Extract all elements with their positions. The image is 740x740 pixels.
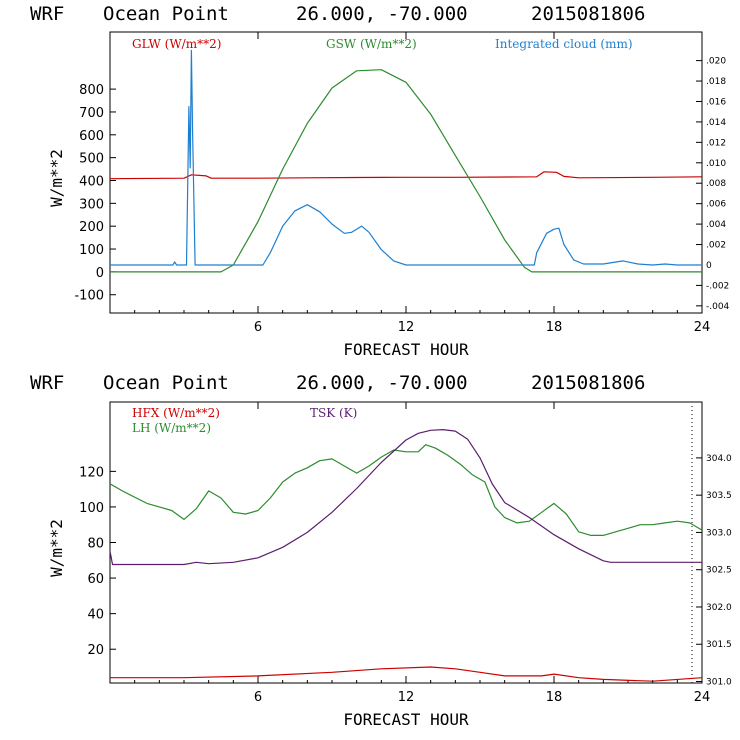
- top-y2tick-label-7: .010: [706, 159, 726, 169]
- top-y2tick-label-2: 0: [706, 261, 712, 271]
- bottom-ytick-label-2: 60: [87, 572, 104, 587]
- bottom-xtick-label-3: 24: [694, 690, 711, 705]
- top-ytick-label-1: 0: [96, 266, 104, 281]
- bottom-y2tick-label-3: 302.5: [706, 566, 732, 576]
- top-ytick-label-8: 700: [79, 106, 104, 121]
- top-ytick-label-4: 300: [79, 197, 104, 212]
- top-ytick-label-0: -100: [74, 289, 104, 304]
- panel-bottom-title-location: Ocean Point: [103, 372, 229, 394]
- top-y2tick-label-8: .012: [706, 138, 726, 148]
- bottom-y2tick-label-4: 303.0: [706, 528, 732, 538]
- bottom-y2tick-label-5: 303.5: [706, 491, 732, 501]
- top-y2tick-label-10: .016: [706, 97, 726, 107]
- top-y2tick-label-1: -.002: [706, 281, 729, 291]
- bottom-xtick-label-1: 12: [398, 690, 415, 705]
- legend-lh: LH (W/m**2): [132, 421, 211, 435]
- legend-integrated-cloud: Integrated cloud (mm): [495, 37, 633, 51]
- bottom-xtick-label-0: 6: [254, 690, 262, 705]
- legend-hfx: HFX (W/m**2): [132, 406, 220, 420]
- panel-bottom-xlabel: FORECAST HOUR: [343, 710, 469, 729]
- top-y2tick-label-3: .002: [706, 241, 726, 251]
- top-y2tick-label-6: .008: [706, 179, 726, 189]
- panel-top-series: [109, 49, 703, 273]
- panel-bottom: WRF Ocean Point 26.000, -70.000 20150818…: [30, 372, 732, 729]
- top-series-glw-w-m-2: [109, 171, 703, 180]
- top-ytick-label-9: 800: [79, 83, 104, 98]
- top-xtick-label-3: 24: [694, 320, 711, 335]
- panel-bottom-title-datetime: 2015081806: [531, 372, 645, 394]
- top-ytick-label-3: 200: [79, 220, 104, 235]
- panel-top-xlabel: FORECAST HOUR: [343, 340, 469, 359]
- bottom-ytick-label-5: 120: [79, 465, 104, 480]
- panel-bottom-series: [109, 429, 703, 682]
- bottom-y2tick-label-2: 302.0: [706, 603, 732, 613]
- bottom-ytick-label-4: 100: [79, 501, 104, 516]
- panel-top-title-location: Ocean Point: [103, 3, 229, 25]
- top-series-gsw-w-m-2: [110, 69, 702, 273]
- top-ytick-label-7: 600: [79, 129, 104, 144]
- bottom-series-lh-w-m-2: [109, 444, 703, 537]
- top-y2tick-label-5: .006: [706, 200, 726, 210]
- top-y2tick-label-0: -.004: [706, 302, 730, 312]
- legend-glw: GLW (W/m**2): [132, 37, 221, 51]
- panel-top: WRF Ocean Point 26.000, -70.000 20150818…: [30, 3, 730, 359]
- top-series-integrated-cloud-mm: [110, 49, 702, 266]
- panel-bottom-title-coords: 26.000, -70.000: [296, 372, 468, 394]
- panel-bottom-title-model: WRF: [30, 372, 64, 394]
- bottom-y2tick-label-1: 301.5: [706, 640, 732, 650]
- panel-bottom-plot-frame: [109, 401, 703, 684]
- bottom-ytick-label-1: 40: [87, 608, 104, 623]
- legend-gsw: GSW (W/m**2): [326, 37, 417, 51]
- top-xtick-label-0: 6: [254, 320, 262, 335]
- bottom-y2tick-label-6: 304.0: [706, 454, 732, 464]
- panel-top-title-datetime: 2015081806: [531, 3, 645, 25]
- panel-bottom-axes: 6 12 18 24 20 40 60 80 100 120 301.0 301.5 302.0 302.…: [79, 402, 732, 705]
- top-y2tick-label-11: .018: [706, 77, 726, 87]
- top-y2tick-label-4: .004: [706, 220, 726, 230]
- top-xtick-label-1: 12: [398, 320, 415, 335]
- bottom-xtick-label-2: 18: [546, 690, 563, 705]
- top-ytick-label-5: 400: [79, 174, 104, 189]
- panel-top-ylabel: W/m**2: [47, 149, 66, 207]
- panel-bottom-ylabel: W/m**2: [47, 519, 66, 577]
- bottom-series-hfx-w-m-2: [110, 666, 703, 682]
- bottom-ytick-label-3: 80: [87, 537, 104, 552]
- panel-top-plot-frame: [109, 31, 703, 314]
- panel-top-title-coords: 26.000, -70.000: [296, 3, 468, 25]
- panel-top-axes: 6 12 18 24 -100 0 100 200 300 400 500 600 700 800 -.00…: [74, 32, 730, 335]
- panel-top-title-model: WRF: [30, 3, 64, 25]
- bottom-ytick-label-0: 20: [87, 643, 104, 658]
- top-ytick-label-6: 500: [79, 152, 104, 167]
- bottom-series-tsk-k: [109, 429, 702, 566]
- top-y2tick-label-12: .020: [706, 57, 726, 67]
- legend-tsk: TSK (K): [310, 406, 357, 420]
- top-xtick-label-2: 18: [546, 320, 563, 335]
- bottom-y2tick-label-0: 301.0: [706, 678, 732, 688]
- top-ytick-label-2: 100: [79, 243, 104, 258]
- top-y2tick-label-9: .014: [706, 118, 726, 128]
